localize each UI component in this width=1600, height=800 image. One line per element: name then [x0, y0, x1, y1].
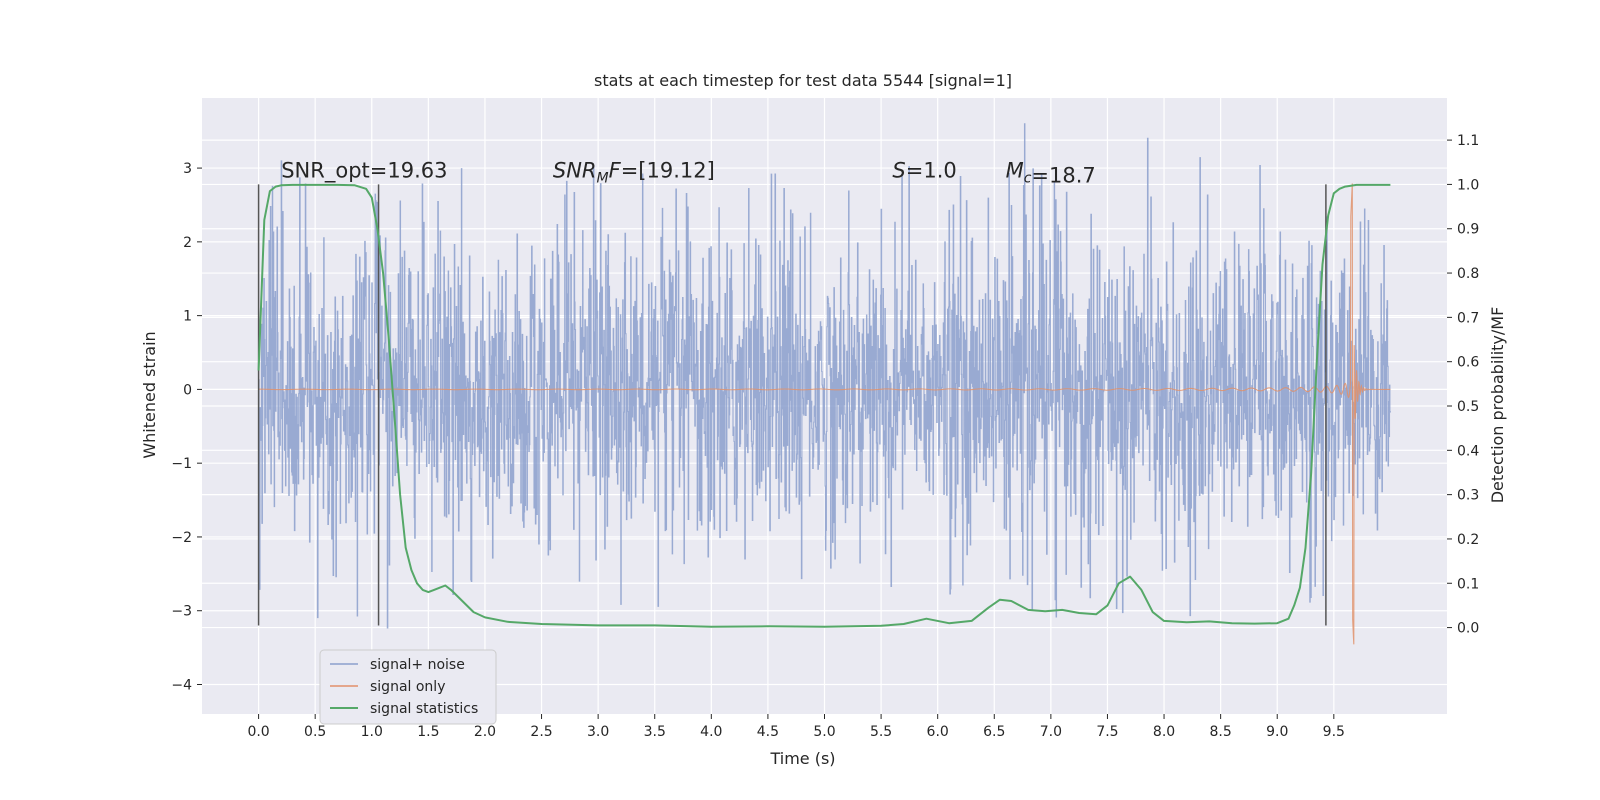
- y-tick-label: 0: [183, 382, 192, 398]
- x-tick-label: 3.0: [587, 724, 609, 740]
- y-axis-ticks: 3 2 1 0 −1 −2 −3 −4: [171, 161, 202, 693]
- legend-box: [319, 649, 497, 725]
- x-tick-label: 6.0: [927, 724, 949, 740]
- y2-tick-label: 1.0: [1457, 177, 1479, 193]
- x-tick-label: 8.0: [1153, 724, 1175, 740]
- x-tick-label: 2.0: [474, 724, 496, 740]
- signal-noise-line: [258, 123, 1391, 629]
- x-axis-label: Time (s): [769, 749, 835, 768]
- y-tick-label: −2: [171, 530, 192, 546]
- x-tick-label: 5.0: [813, 724, 835, 740]
- y-tick-label: −3: [171, 604, 192, 620]
- legend-label-signal-only: signal only: [370, 679, 445, 695]
- y2-tick-label: 0.5: [1457, 399, 1479, 415]
- y2-tick-label: 0.9: [1457, 222, 1479, 238]
- annotation-text: S=1.0: [892, 159, 956, 183]
- y2-tick-label: 0.0: [1457, 621, 1479, 637]
- x-tick-label: 8.5: [1210, 724, 1232, 740]
- y2-tick-label: 0.7: [1457, 310, 1479, 326]
- signal-noise-series: [258, 123, 1391, 629]
- vertical-markers: [257, 184, 1327, 626]
- y2-axis-ticks: 1.1 1.0 0.9 0.8 0.7 0.6 0.5 0.4 0.3 0.2 0.1 0.0: [1447, 133, 1479, 637]
- signal-statistics-line: [257, 183, 1391, 628]
- signal-only-line: [258, 183, 1391, 645]
- legend: signal+ noise signal only signal statist…: [319, 649, 497, 725]
- annotation-text: SNR_opt=19.63: [281, 159, 447, 184]
- annotation-text: Mc=18.7: [1006, 159, 1096, 188]
- y-tick-label: −4: [171, 677, 192, 693]
- x-tick-label: 0.5: [304, 724, 326, 740]
- y2-tick-label: 0.1: [1457, 576, 1479, 592]
- y2-axis-label: Detection probability/MF: [1488, 307, 1507, 504]
- x-tick-label: 4.5: [757, 724, 779, 740]
- annotation-text: SNRMF=[19.12]: [553, 159, 715, 187]
- signal-statistics-series: [257, 183, 1391, 628]
- x-tick-label: 0.0: [247, 724, 269, 740]
- legend-label-signal-statistics: signal statistics: [370, 701, 478, 717]
- x-tick-label: 2.5: [530, 724, 552, 740]
- x-tick-label: 1.5: [417, 724, 439, 740]
- x-tick-label: 3.5: [644, 724, 666, 740]
- y-tick-label: −1: [171, 456, 192, 472]
- y-tick-label: 2: [183, 235, 192, 251]
- x-tick-label: 9.0: [1266, 724, 1288, 740]
- y2-tick-label: 0.6: [1457, 355, 1479, 371]
- x-tick-label: 4.0: [700, 724, 722, 740]
- x-tick-label: 1.0: [361, 724, 383, 740]
- y-tick-label: 1: [183, 309, 192, 325]
- y2-tick-label: 1.1: [1457, 133, 1479, 149]
- annotations: SNR_opt=19.63 SNRMF=[19.12] S=1.0 Mc=18.7: [281, 159, 1096, 188]
- y-tick-label: 3: [183, 161, 192, 177]
- x-tick-label: 5.5: [870, 724, 892, 740]
- y2-tick-label: 0.8: [1457, 266, 1479, 282]
- x-tick-label: 7.0: [1040, 724, 1062, 740]
- x-tick-label: 6.5: [983, 724, 1005, 740]
- chart-title: stats at each timestep for test data 554…: [594, 71, 1012, 90]
- y2-tick-label: 0.4: [1457, 443, 1479, 459]
- legend-label-signal-noise: signal+ noise: [370, 657, 465, 673]
- y2-tick-label: 0.3: [1457, 488, 1479, 504]
- x-tick-label: 7.5: [1096, 724, 1118, 740]
- signal-only-series: [258, 183, 1391, 645]
- x-tick-label: 9.5: [1323, 724, 1345, 740]
- y-axis-label: Whitened strain: [140, 331, 159, 458]
- x-axis-ticks: 0.0 0.5 1.0 1.5 2.0 2.5 3.0 3.5 4.0 4.5 5.0 5.5 6.0 6…: [247, 714, 1345, 740]
- y2-tick-label: 0.2: [1457, 532, 1479, 548]
